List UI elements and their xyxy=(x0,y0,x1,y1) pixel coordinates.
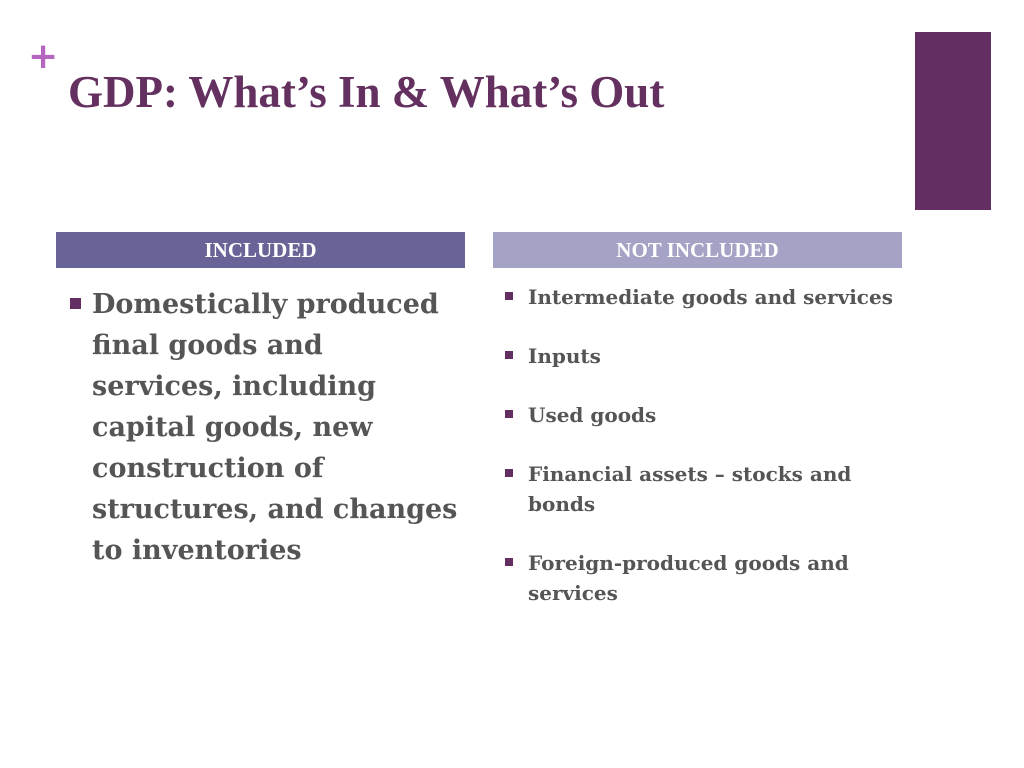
accent-bar xyxy=(915,32,991,210)
column-heading: INCLUDED xyxy=(56,232,465,268)
column-heading: NOT INCLUDED xyxy=(493,232,902,268)
slide-title: GDP: What’s In & What’s Out xyxy=(68,67,665,117)
bullet-list: Intermediate goods and services Inputs Use… xyxy=(505,282,905,637)
bullet-item: Intermediate goods and services xyxy=(505,282,905,312)
bullet-item: Domestically produced final goods and se… xyxy=(70,284,460,571)
bullet-item: Foreign-produced goods and services xyxy=(505,548,905,608)
plus-icon: + xyxy=(28,36,59,77)
bullet-list: Domestically produced final goods and se… xyxy=(70,284,460,571)
bullet-item: Used goods xyxy=(505,400,905,430)
bullet-item: Inputs xyxy=(505,341,905,371)
bullet-item: Financial assets – stocks and bonds xyxy=(505,459,905,519)
